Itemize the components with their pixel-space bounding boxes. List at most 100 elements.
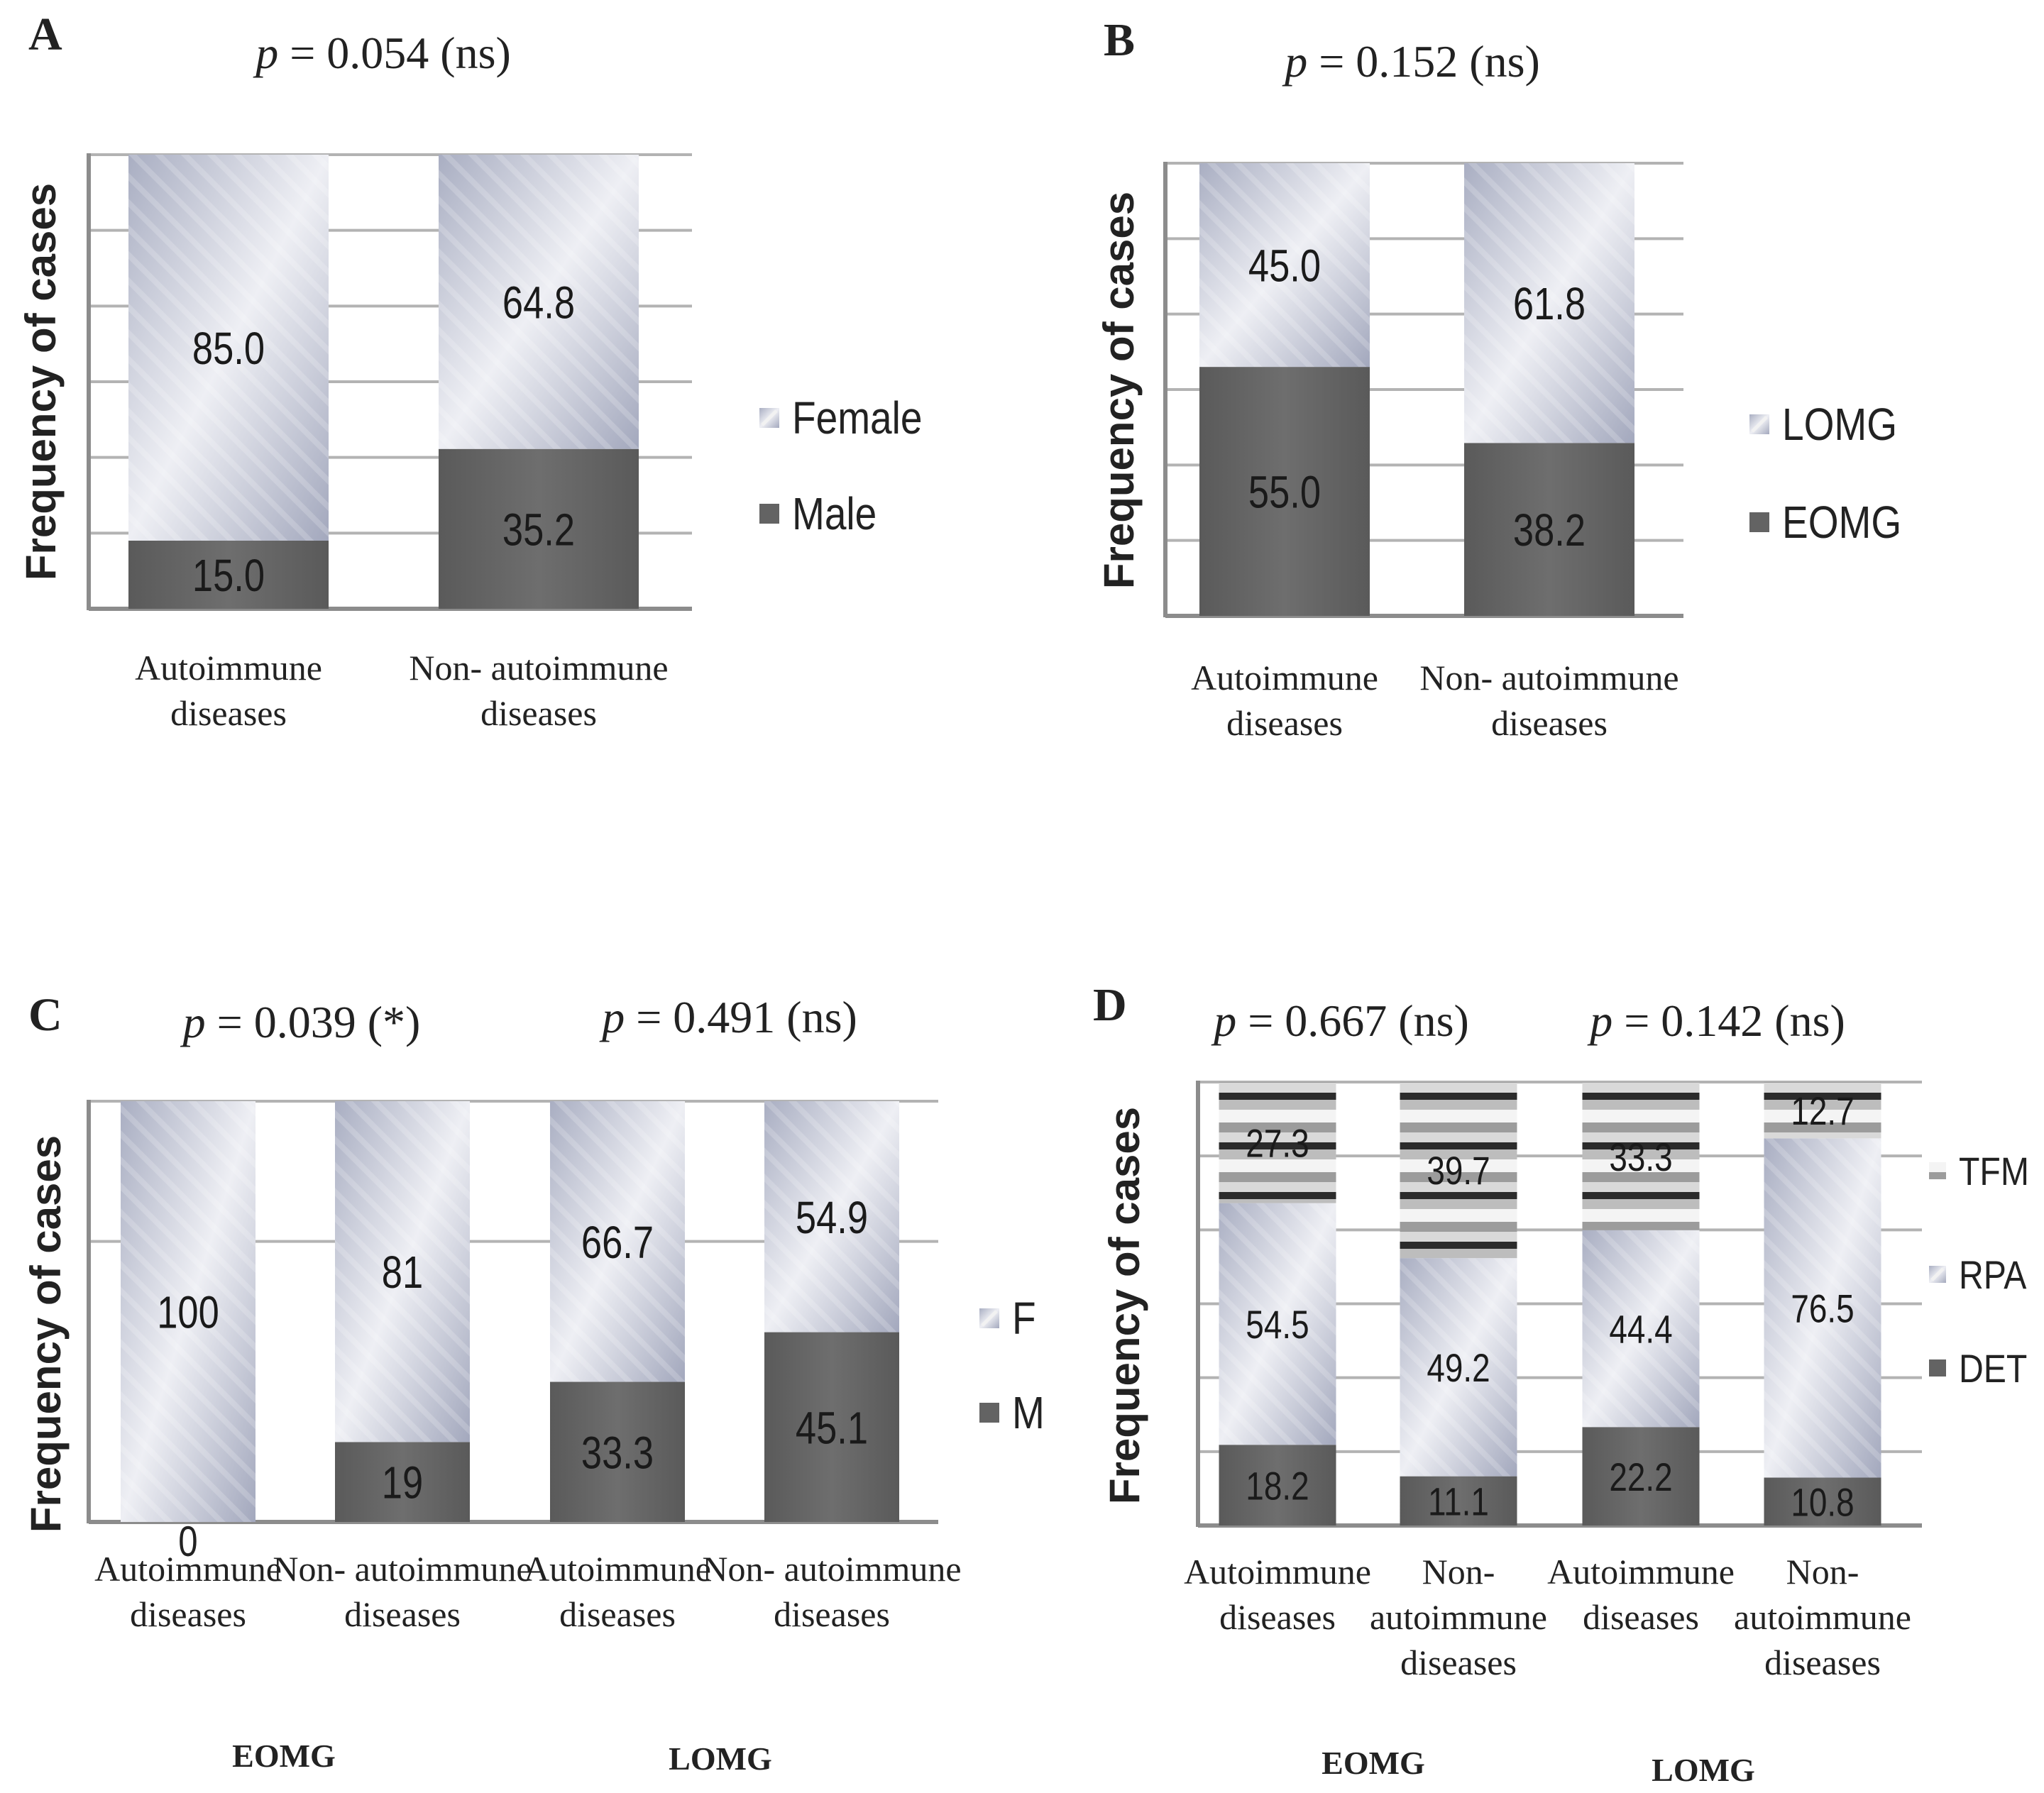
bar-segment-rpa-texture — [1219, 1203, 1336, 1445]
category-label: diseases — [1491, 703, 1608, 743]
bar-segment-m — [335, 1442, 470, 1522]
bar-segment-f-texture — [550, 1101, 685, 1382]
group-label: LOMG — [669, 1740, 772, 1777]
p-value-annotation: p = 0.142 (ns) — [1587, 995, 1845, 1046]
legend-label-rpa: RPA — [1959, 1254, 2027, 1298]
bar-segment-f-texture — [121, 1101, 256, 1522]
p-value-text: = 0.054 (ns) — [278, 28, 511, 78]
legend-label-female: Female — [792, 392, 922, 443]
data-label: 15.0 — [192, 551, 265, 601]
category-label: diseases — [1583, 1597, 1699, 1637]
legend-label-det: DET — [1959, 1347, 2027, 1391]
p-value-text: = 0.667 (ns) — [1236, 995, 1469, 1046]
panel-label: C — [28, 989, 62, 1041]
bar-segment-m — [550, 1381, 685, 1522]
category-label: Autoimmune — [524, 1549, 711, 1589]
bar-segment-tfm — [1219, 1082, 1336, 1203]
category-label: Autoimmune — [135, 648, 322, 688]
bar-segment-f-texture — [764, 1101, 899, 1333]
category-label: autoimmune — [1734, 1597, 1911, 1637]
category-label: diseases — [344, 1594, 461, 1634]
category-label: diseases — [1226, 703, 1343, 743]
bar-segment-det — [1400, 1476, 1517, 1526]
data-label: 18.2 — [1246, 1464, 1309, 1508]
p-value-text: = 0.039 (*) — [206, 997, 421, 1047]
group-label: EOMG — [232, 1738, 336, 1774]
category-label: diseases — [559, 1594, 676, 1634]
data-label: 61.8 — [1513, 279, 1586, 329]
legend-label-male: Male — [792, 488, 877, 539]
bar-segment-det — [1219, 1445, 1336, 1526]
bar-segment-tfm — [1400, 1082, 1517, 1259]
bar-segment-tfm — [1764, 1082, 1881, 1139]
p-symbol: p — [180, 997, 206, 1047]
p-symbol: p — [1282, 36, 1307, 87]
data-label: 76.5 — [1791, 1286, 1854, 1330]
category-label: Non- autoimmune — [409, 648, 668, 688]
data-label: 64.8 — [502, 278, 575, 329]
bar-segment-eomg — [1199, 367, 1370, 616]
legend-swatch-hatch — [981, 1310, 998, 1327]
category-label: diseases — [774, 1594, 890, 1634]
data-label: 81 — [382, 1247, 423, 1298]
data-label: 38.2 — [1513, 505, 1586, 556]
panel-label: A — [28, 9, 62, 60]
legend-swatch-m — [979, 1403, 999, 1423]
category-label: diseases — [480, 693, 597, 733]
legend-swatch-male — [759, 504, 779, 524]
bar-segment-rpa-texture — [1582, 1230, 1700, 1428]
data-label: 33.3 — [581, 1428, 654, 1478]
p-value-text: = 0.142 (ns) — [1612, 995, 1845, 1046]
bar-segment-male — [439, 448, 639, 609]
category-label: Non- — [1422, 1552, 1495, 1591]
data-label: 49.2 — [1427, 1346, 1490, 1390]
bar-segment-lomg-texture — [1199, 163, 1370, 368]
data-label: 85.0 — [192, 324, 265, 374]
panel-label: B — [1104, 14, 1135, 66]
category-label: Autoimmune — [1184, 1552, 1371, 1591]
data-label: 11.1 — [1428, 1479, 1489, 1523]
data-label: 35.2 — [502, 505, 575, 556]
bar-segment-lomg-texture — [1464, 163, 1634, 443]
data-label: 10.8 — [1791, 1480, 1854, 1524]
category-label: Non- autoimmune — [273, 1549, 532, 1589]
bar-segment-male — [128, 541, 329, 609]
p-value-annotation: p = 0.054 (ns) — [253, 28, 511, 78]
bar-segment-eomg — [1464, 443, 1634, 616]
legend-swatch-hatch — [1751, 416, 1768, 433]
y-axis-title: Frequency of cases — [22, 1135, 70, 1533]
data-label: 19 — [382, 1458, 423, 1508]
data-label: 45.0 — [1248, 241, 1321, 292]
legend-label-f: F — [1012, 1293, 1036, 1344]
bar-segment-rpa-texture — [1400, 1258, 1517, 1477]
y-tick-label: 0 — [178, 1517, 197, 1565]
p-symbol: p — [599, 992, 625, 1042]
category-label: Autoimmune — [1547, 1552, 1735, 1591]
data-label: 44.4 — [1609, 1307, 1672, 1351]
y-axis-title: Frequency of cases — [17, 183, 65, 580]
data-label: 39.7 — [1427, 1149, 1490, 1193]
legend-label-lomg: LOMG — [1782, 399, 1897, 450]
category-label: Autoimmune — [94, 1549, 282, 1589]
category-label: Autoimmune — [1191, 658, 1378, 697]
data-label: 12.7 — [1791, 1089, 1854, 1133]
group-label: EOMG — [1322, 1745, 1425, 1781]
legend-label-m: M — [1012, 1387, 1045, 1438]
data-label: 54.5 — [1246, 1303, 1309, 1347]
category-label: diseases — [1764, 1643, 1881, 1682]
data-label: 33.3 — [1609, 1135, 1672, 1179]
category-label: autoimmune — [1370, 1597, 1547, 1637]
category-label: diseases — [130, 1594, 246, 1634]
p-value-annotation: p = 0.491 (ns) — [599, 992, 857, 1042]
legend-swatch-tfm — [1929, 1162, 1946, 1179]
p-value-text: = 0.152 (ns) — [1307, 36, 1540, 87]
p-value-text: = 0.491 (ns) — [625, 992, 857, 1042]
category-label: diseases — [170, 693, 287, 733]
legend-swatch-hatch — [761, 409, 778, 426]
bar-segment-tfm — [1582, 1082, 1700, 1230]
data-label: 45.1 — [796, 1403, 868, 1453]
legend-swatch-det — [1929, 1359, 1946, 1377]
category-label: diseases — [1219, 1597, 1336, 1637]
